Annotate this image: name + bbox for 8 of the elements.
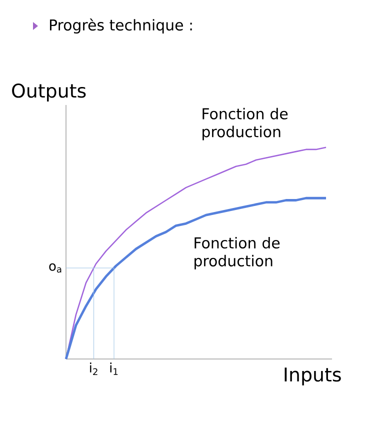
x-axis-title: Inputs (284, 368, 341, 386)
ref-line-label: o$_{a}$ (49, 263, 62, 273)
series-label: Fonction de production (194, 236, 280, 270)
series-label: Fonction de production (202, 108, 288, 140)
text: i$_{1}$ (110, 362, 118, 375)
text: i$_{2}$ (90, 362, 98, 375)
y-axis-title: Outputs (12, 83, 86, 102)
chart-title: Progrès technique : (50, 18, 192, 34)
